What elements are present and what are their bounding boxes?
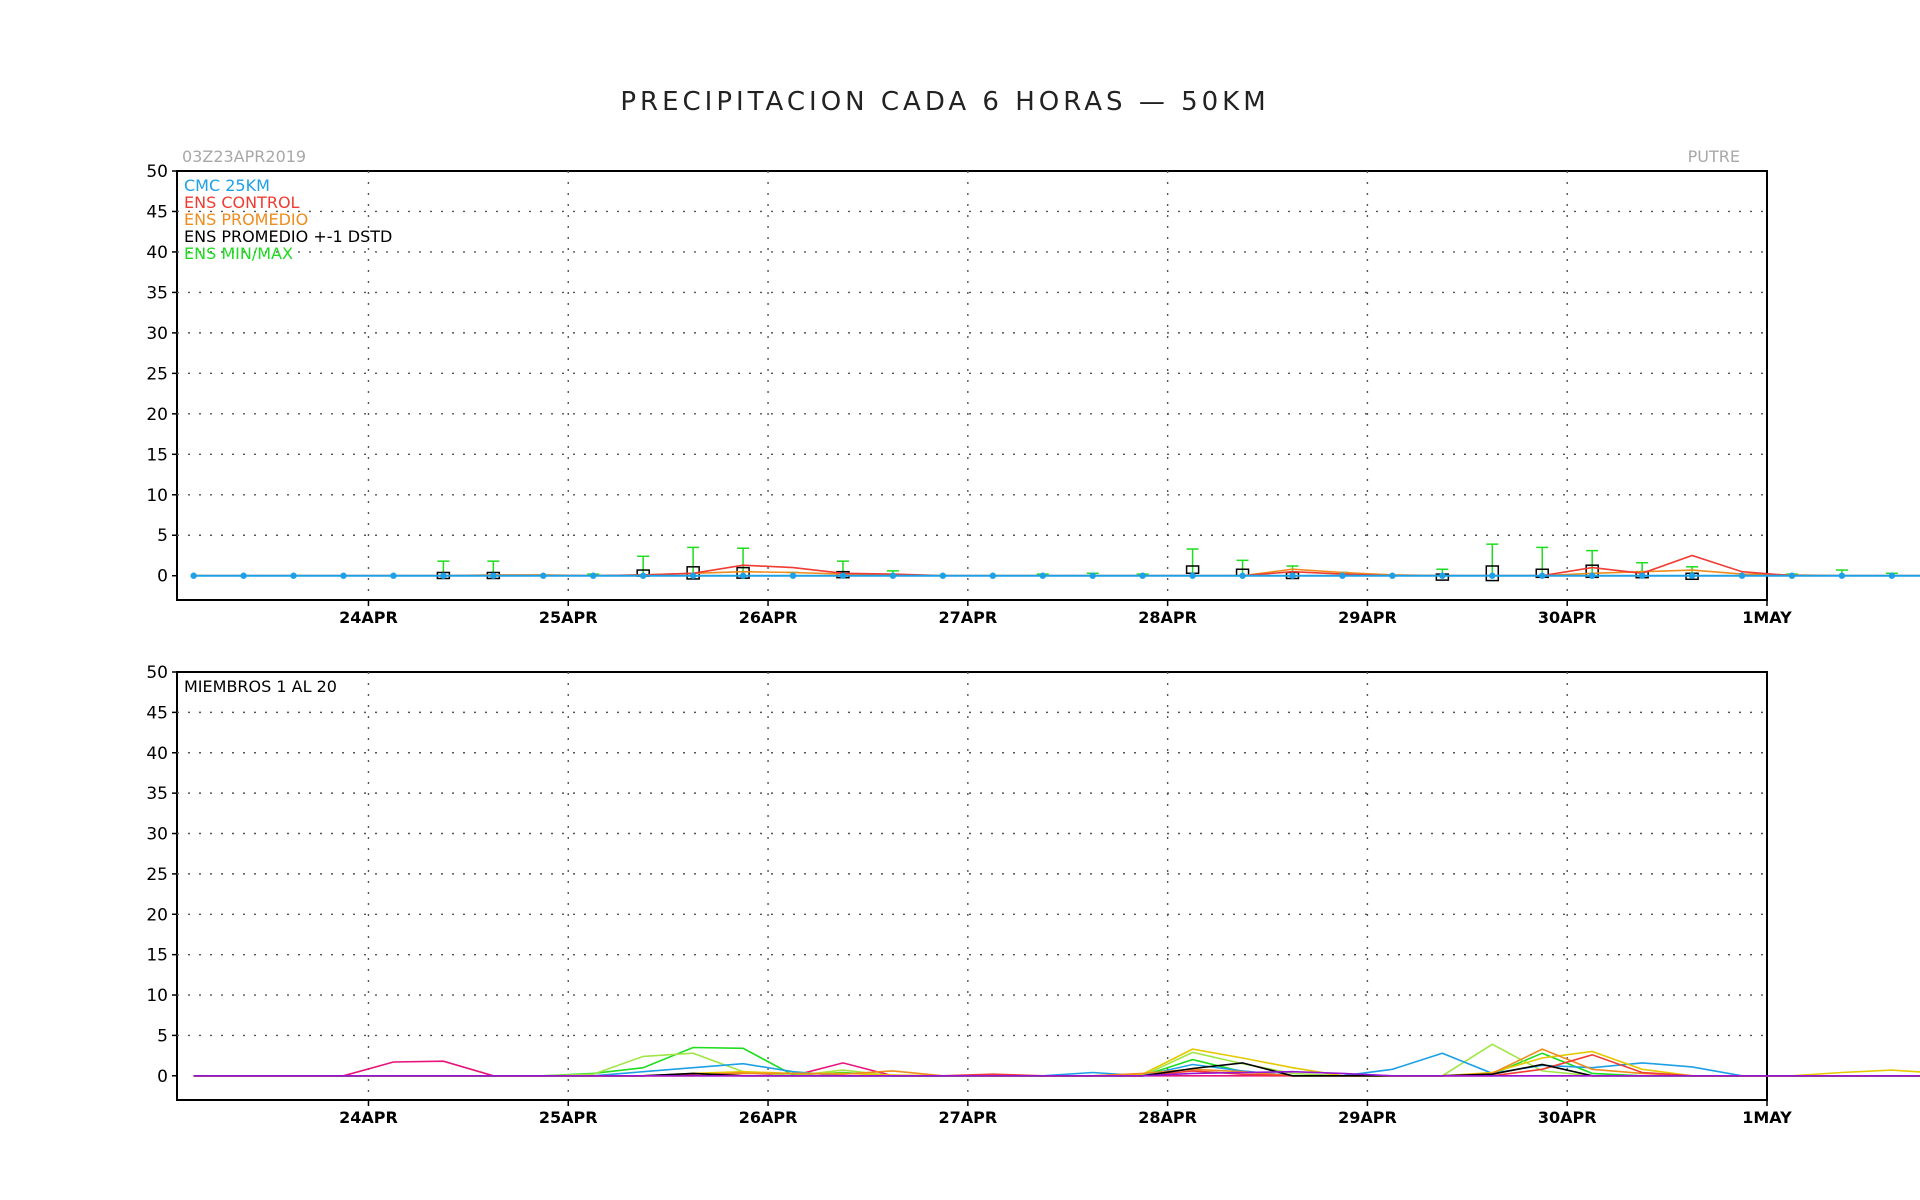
cmc-point	[639, 572, 647, 579]
y-tick-label: 40	[146, 744, 168, 764]
cmc-point	[340, 572, 347, 579]
cmc-point	[1389, 572, 1396, 579]
cmc-point	[240, 572, 247, 579]
cmc-point	[1489, 572, 1496, 579]
x-tick-label: 30APR	[1538, 1108, 1597, 1127]
x-tick-label: 25APR	[539, 1108, 598, 1127]
cmc-point	[1089, 572, 1096, 579]
cmc-point	[1439, 572, 1446, 579]
cmc-point	[739, 572, 747, 579]
cmc-point	[1039, 572, 1046, 579]
cmc-point	[1139, 572, 1146, 579]
y-tick-label: 15	[146, 445, 168, 465]
cmc-point	[1838, 572, 1846, 579]
y-tick-label: 35	[146, 283, 168, 303]
y-tick-label: 25	[146, 364, 168, 384]
cmc-point	[540, 572, 547, 579]
cmc-point	[889, 572, 897, 579]
cmc-point	[490, 572, 497, 579]
y-tick-label: 30	[146, 825, 168, 845]
plot-frame	[176, 170, 1768, 601]
member-line	[193, 1070, 1920, 1077]
cmc-point	[1588, 572, 1596, 579]
x-tick-label: 26APR	[739, 1108, 798, 1127]
x-tick-label: 24APR	[339, 608, 398, 627]
legend-entry: ENS PROMEDIO +-1 DSTD	[184, 227, 392, 246]
init-time-label: 03Z23APR2019	[182, 147, 306, 166]
y-tick-label: 10	[146, 486, 168, 506]
x-tick-label: 24APR	[339, 1108, 398, 1127]
y-tick-label: 10	[146, 986, 168, 1006]
y-tick-label: 45	[146, 703, 168, 723]
cmc-point	[839, 572, 847, 579]
cmc-point	[1189, 572, 1196, 579]
bottom-panel: 0 5 10 15 20 25 30 35 40 45 50 24APR 25APR 26APR 27APR…	[146, 663, 1920, 1127]
y-tick-label: 0	[157, 567, 168, 587]
x-tick-label: 1MAY	[1742, 608, 1792, 627]
x-tick-label: 28APR	[1138, 1108, 1197, 1127]
legend-entry: CMC 25KM	[184, 176, 270, 195]
cmc-point	[689, 572, 697, 579]
cmc-point	[390, 572, 397, 579]
x-tick-label: 28APR	[1138, 608, 1197, 627]
legend-entry: ENS CONTROL	[184, 193, 300, 212]
y-tick-label: 20	[146, 405, 168, 425]
legend-entry: ENS PROMEDIO	[184, 210, 308, 229]
dstd-box	[1485, 565, 1500, 582]
plot-frame	[176, 671, 1768, 1101]
cmc-point	[939, 572, 947, 579]
y-tick-label: 15	[146, 946, 168, 966]
top-panel: 0 5 10 15 20 25 30 35 40 45 50 24APR 25APR 26APR 27APR…	[146, 162, 1920, 627]
chart-title: PRECIPITACION CADA 6 HORAS — 50KM	[620, 87, 1269, 117]
y-tick-label: 5	[157, 1026, 168, 1046]
y-tick-label: 35	[146, 784, 168, 804]
x-tick-label: 30APR	[1538, 608, 1597, 627]
y-tick-label: 50	[146, 162, 168, 182]
cmc-point	[989, 572, 997, 579]
cmc-point	[1239, 572, 1246, 579]
cmc-point	[1539, 572, 1546, 579]
ens-control-line	[193, 554, 1920, 577]
y-tick-label: 50	[146, 663, 168, 683]
y-tick-label: 30	[146, 324, 168, 344]
cmc-point	[1638, 572, 1646, 579]
x-tick-label: 25APR	[539, 608, 598, 627]
members-annotation: MIEMBROS 1 AL 20	[184, 677, 337, 696]
y-tick-label: 20	[146, 905, 168, 925]
cmc-point	[190, 572, 197, 579]
cmc-point	[1788, 572, 1796, 579]
legend-entry: ENS MIN/MAX	[184, 244, 293, 263]
cmc-point	[1688, 572, 1696, 579]
cmc-point	[590, 572, 597, 579]
x-tick-label: 1MAY	[1742, 1108, 1792, 1127]
cmc-point	[290, 572, 297, 579]
cmc-point	[440, 572, 447, 579]
x-tick-label: 26APR	[739, 608, 798, 627]
cmc-point	[1289, 572, 1296, 579]
y-tick-label: 0	[157, 1067, 168, 1087]
member-line	[193, 1048, 1920, 1077]
x-tick-label: 27APR	[938, 1108, 997, 1127]
x-tick-label: 29APR	[1338, 608, 1397, 627]
cmc-point	[1738, 572, 1746, 579]
y-tick-label: 40	[146, 243, 168, 263]
x-tick-label: 29APR	[1338, 1108, 1397, 1127]
y-tick-label: 45	[146, 202, 168, 222]
x-tick-label: 27APR	[938, 608, 997, 627]
cmc-point	[789, 572, 797, 579]
cmc-point	[1888, 572, 1896, 579]
y-tick-label: 5	[157, 526, 168, 546]
station-label: PUTRE	[1688, 147, 1740, 166]
y-tick-label: 25	[146, 865, 168, 885]
cmc-point	[1339, 572, 1346, 579]
